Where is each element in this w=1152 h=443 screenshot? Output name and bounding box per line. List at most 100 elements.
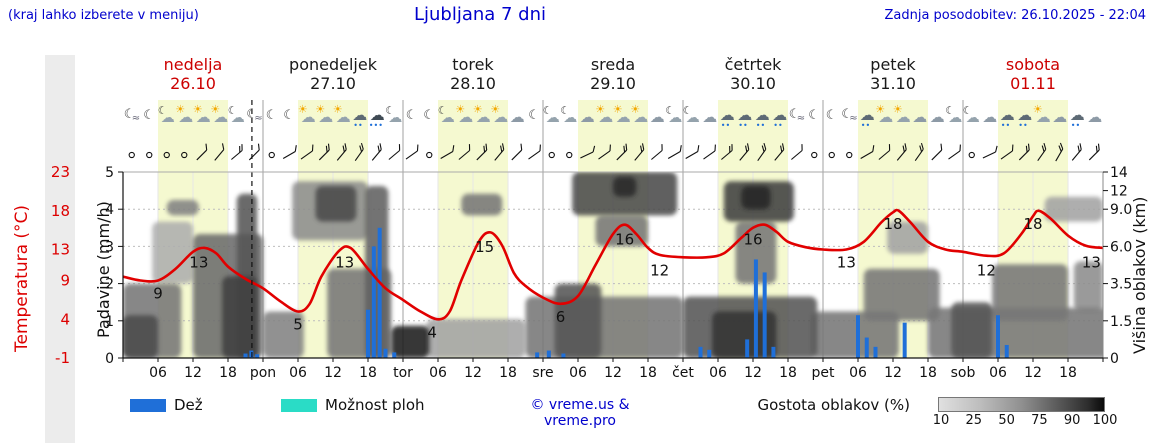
wind-barb-icon: [1071, 143, 1082, 161]
precip-tick: 2: [105, 277, 114, 293]
temp-axis-strip: [45, 55, 75, 443]
x-axis-tick: 12: [184, 365, 202, 381]
x-axis-tick: 18: [1059, 365, 1077, 381]
temp-value-label: 15: [475, 238, 494, 256]
showers-legend-label: Možnost ploh: [325, 396, 425, 414]
wind-barb-icon: [616, 143, 628, 161]
temp-value-label: 13: [189, 254, 208, 272]
wind-barb-icon: [896, 143, 907, 161]
temp-tick: 4: [60, 310, 70, 328]
temp-value-label: 6: [556, 308, 566, 326]
wind-barb-icon: [774, 143, 785, 161]
cloud-density-blob: [1044, 196, 1103, 222]
rain-bar: [698, 346, 703, 358]
wind-calm-icon: [128, 151, 135, 159]
rain-bar: [366, 309, 370, 358]
wind-calm-icon: [968, 151, 975, 159]
cloud-density-blob: [712, 311, 777, 358]
rain-bar: [243, 353, 248, 358]
wind-barb-icon: [528, 144, 541, 160]
wind-barb-icon: [440, 145, 455, 159]
wind-barb-icon: [214, 143, 225, 161]
cloud-density-blob: [315, 185, 357, 222]
wind-barb-icon: [667, 145, 682, 159]
rain-bar: [856, 315, 860, 358]
wind-barb-icon: [248, 143, 260, 161]
temp-value-label: 4: [427, 323, 437, 341]
rain-bar: [762, 272, 767, 358]
temperature-curve: [122, 208, 1104, 321]
precip-tick: 3: [105, 239, 114, 255]
x-axis-tick: 06: [149, 365, 167, 381]
x-axis-tick: 06: [989, 365, 1007, 381]
cloud-density-blob: [735, 221, 777, 284]
wind-barb-icon: [634, 143, 645, 161]
x-axis-tick: čet: [672, 365, 694, 381]
temp-tick: -1: [55, 349, 70, 367]
x-axis-tick: sre: [532, 365, 553, 381]
wind-barb-icon: [685, 145, 700, 159]
x-axis-tick: sob: [951, 365, 976, 381]
wind-barb-icon: [791, 144, 803, 160]
x-axis-tick: 12: [884, 365, 902, 381]
wind-barb-icon: [300, 144, 314, 160]
wind-barb-icon: [476, 143, 488, 161]
rain-bar: [1004, 344, 1009, 358]
temp-value-label: 13: [837, 254, 856, 272]
rain-bar: [371, 246, 376, 358]
temp-value-label: 5: [293, 316, 303, 334]
wind-barb-icon: [914, 142, 924, 162]
wind-barb-icon: [1000, 144, 1014, 160]
cloud-density-blob: [391, 325, 430, 358]
wind-barb-icon: [318, 143, 330, 161]
x-axis-tick: 12: [744, 365, 762, 381]
wind-calm-icon: [426, 151, 433, 159]
wind-calm-icon: [146, 151, 153, 159]
wind-calm-icon: [566, 151, 573, 159]
x-axis-tick: 06: [849, 365, 867, 381]
wind-calm-icon: [828, 151, 835, 159]
wind-barb-icon: [651, 144, 663, 160]
cloud-tick: 9.0: [1110, 202, 1132, 218]
rain-bar: [377, 227, 382, 358]
wind-calm-icon: [548, 151, 555, 159]
cloud-tick: 14: [1110, 165, 1128, 181]
x-axis-tick: 18: [219, 365, 237, 381]
temp-value-label: 18: [1023, 215, 1042, 233]
wind-barb-icon: [405, 144, 419, 160]
cloud-density-blob: [992, 264, 1068, 321]
wind-barb-icon: [1037, 142, 1047, 162]
wind-barb-icon: [931, 143, 943, 161]
cloud-density-blob: [613, 176, 637, 197]
wind-barb-icon: [354, 142, 364, 162]
precip-tick: 0: [105, 351, 114, 367]
x-axis-tick: pon: [250, 365, 276, 381]
rain-bar: [535, 352, 540, 358]
cloud-density-blob: [1073, 261, 1103, 312]
cloud-density-blob: [863, 268, 940, 321]
cloud-density-blob: [951, 302, 993, 358]
wind-barb-icon: [860, 145, 875, 159]
cloud-density-blob: [741, 185, 771, 210]
temp-value-label: 13: [335, 254, 354, 272]
x-axis-tick: 06: [289, 365, 307, 381]
rain-bar: [745, 339, 750, 358]
temp-tick: 13: [51, 241, 70, 259]
wind-barb-icon: [878, 144, 891, 160]
credit-link[interactable]: © vreme.us & vreme.pro: [530, 397, 630, 429]
temp-value-label: 9: [153, 285, 163, 303]
x-axis-tick: 06: [429, 365, 447, 381]
wind-barb-icon: [1055, 142, 1064, 162]
wind-barb-icon: [458, 144, 471, 160]
temp-tick: 9: [60, 272, 70, 290]
temp-tick: 18: [51, 202, 70, 220]
temp-value-label: 12: [650, 261, 669, 279]
rain-bar: [546, 350, 551, 358]
cloud-density-blob: [123, 315, 158, 358]
x-axis-tick: pet: [812, 365, 836, 381]
cloud-tick: 3.5: [1110, 277, 1132, 293]
cloud-density-blob: [461, 193, 503, 216]
rain-bar: [864, 337, 869, 358]
